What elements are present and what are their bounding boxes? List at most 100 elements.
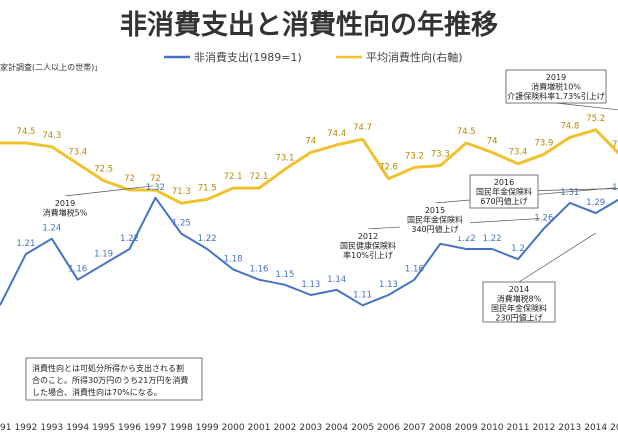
gold-data-label: 73.3 bbox=[431, 150, 450, 160]
blue-data-label: 1.22 bbox=[198, 234, 217, 244]
annotation-text: 介護保険料率1.73%引上げ bbox=[507, 91, 604, 101]
gold-data-label: 74.7 bbox=[353, 123, 372, 133]
x-tick-label: 1998 bbox=[170, 423, 193, 433]
gold-data-label: 72.1 bbox=[250, 172, 269, 182]
blue-data-label: 1.24 bbox=[42, 224, 61, 234]
x-tick-label: 1992 bbox=[14, 423, 37, 433]
gold-data-label: 74.5 bbox=[457, 127, 476, 137]
note-box: 消費性向とは可処分所得から支出される割 合のこと。所得30万円のうち21万円を消… bbox=[25, 357, 203, 401]
source-note: 家計調査(二人以上の世帯)」 bbox=[0, 62, 102, 72]
x-tick-label: 1996 bbox=[118, 423, 141, 433]
blue-data-label: 1.29 bbox=[586, 198, 605, 208]
blue-data-label: 1.22 bbox=[457, 234, 476, 244]
gold-data-label: 73.1 bbox=[275, 153, 294, 163]
gold-data-label: 72 bbox=[124, 174, 135, 184]
blue-data-label: 1.32 bbox=[146, 183, 165, 193]
blue-data-label: 1.25 bbox=[172, 219, 191, 229]
blue-data-label: 1.22 bbox=[483, 234, 502, 244]
annotation-box bbox=[505, 69, 607, 104]
annotation-text: 消費増税10% bbox=[531, 82, 581, 92]
gold-data-label: 73.9 bbox=[534, 138, 553, 148]
blue-data-label: 1.13 bbox=[379, 280, 398, 290]
x-tick-label: 2008 bbox=[429, 423, 452, 433]
blue-data-label: 1.2 bbox=[511, 244, 525, 254]
x-tick-label: 2014 bbox=[584, 423, 607, 433]
annotation-box bbox=[400, 203, 470, 236]
annotation-box bbox=[482, 281, 556, 323]
blue-data-label: 1.18 bbox=[224, 254, 243, 264]
x-tick-label: 1997 bbox=[144, 423, 167, 433]
gold-data-label: 72.6 bbox=[379, 163, 398, 173]
consumption-propensity-series: 74.5 74.3 73.4 72.5 72 72 71.3 71.5 72.1 72.1 73.1… bbox=[0, 114, 618, 205]
annotation-text: 消費増税5% bbox=[43, 208, 88, 218]
x-tick-label: 2009 bbox=[455, 423, 478, 433]
annotation-text: 2012 bbox=[358, 232, 378, 241]
annotation-text: 670円値上げ bbox=[480, 196, 527, 206]
blue-data-label: 1.11 bbox=[353, 290, 372, 300]
x-tick-label: 2002 bbox=[273, 423, 296, 433]
gold-data-label: 72.5 bbox=[94, 165, 113, 175]
annotation-text: 2014 bbox=[509, 285, 529, 294]
annotation-text: 消費増税8% bbox=[497, 294, 542, 304]
blue-series-line bbox=[0, 196, 618, 307]
gold-series-line bbox=[0, 128, 618, 205]
x-tick-label: 91 bbox=[0, 423, 11, 433]
gold-data-label: 73.8 bbox=[612, 140, 618, 150]
blue-data-label: 1.13 bbox=[301, 280, 320, 290]
chart-title: 非消費支出と消費性向の年推移 bbox=[120, 9, 498, 41]
annotation-text: 率10%引上げ bbox=[343, 250, 393, 260]
blue-data-label: 1.15 bbox=[275, 270, 294, 280]
annotation-text: 2019 bbox=[546, 73, 566, 82]
x-tick-label: 2007 bbox=[403, 423, 426, 433]
legend: 非消費支出(1989=1) 平均消費性向(右軸) bbox=[164, 50, 463, 64]
annotations: 2019消費増税5%2012国民健康保険料率10%引上げ2015国民年金保険料3… bbox=[30, 69, 618, 323]
x-tick-label: 1994 bbox=[66, 423, 89, 433]
annotation-text: 2016 bbox=[494, 178, 514, 187]
annotation-text: 国民年金保険料 bbox=[407, 215, 463, 225]
note-line-1: 消費性向とは可処分所得から支出される割 bbox=[32, 363, 184, 373]
annotation-text: 国民年金保険料 bbox=[476, 187, 532, 197]
gold-data-label: 75.2 bbox=[586, 114, 605, 124]
x-tick-label: 2006 bbox=[377, 423, 400, 433]
gold-data-label: 72 bbox=[150, 174, 161, 184]
x-tick-label: 2011 bbox=[507, 423, 530, 433]
blue-data-label: 1.14 bbox=[327, 275, 346, 285]
x-tick-label: 2012 bbox=[532, 423, 555, 433]
blue-data-label: 1.31 bbox=[560, 188, 579, 198]
annotation-leader-line bbox=[64, 185, 154, 197]
x-tick-label: 1999 bbox=[196, 423, 219, 433]
gold-data-label: 74 bbox=[487, 136, 498, 146]
gold-data-label: 74.3 bbox=[42, 131, 61, 141]
gold-data-label: 74.5 bbox=[16, 127, 35, 137]
blue-data-label: 1.16 bbox=[68, 265, 87, 275]
note-line-3: した場合、消費性向は70%になる。 bbox=[32, 387, 162, 397]
annotation-text: 2015 bbox=[425, 206, 445, 215]
gold-data-label: 72.1 bbox=[224, 172, 243, 182]
gold-data-label: 71.3 bbox=[172, 187, 191, 197]
annotation-text: 340円値上げ bbox=[411, 224, 458, 234]
blue-data-label: 1.16 bbox=[405, 265, 424, 275]
annotation-text: 国民健康保険料 bbox=[340, 241, 396, 251]
gold-data-label: 73.4 bbox=[509, 148, 528, 158]
note-line-2: 合のこと。所得30万円のうち21万円を消費 bbox=[32, 375, 188, 385]
gold-data-label: 71.5 bbox=[198, 183, 217, 193]
gold-data-label: 74.8 bbox=[560, 121, 579, 131]
x-tick-label: 2010 bbox=[481, 423, 504, 433]
x-tick-label: 2015 bbox=[610, 423, 618, 433]
x-tick-label: 2013 bbox=[558, 423, 581, 433]
x-tick-label: 2001 bbox=[248, 423, 271, 433]
gold-data-label: 73.2 bbox=[405, 151, 424, 161]
annotation-leader-line bbox=[555, 102, 618, 111]
x-tick-label: 2000 bbox=[222, 423, 245, 433]
annotation-leader-line bbox=[518, 232, 596, 283]
annotation-text: 230円値上げ bbox=[495, 313, 542, 323]
x-tick-label: 2003 bbox=[299, 423, 322, 433]
blue-data-label: 1.19 bbox=[94, 249, 113, 259]
